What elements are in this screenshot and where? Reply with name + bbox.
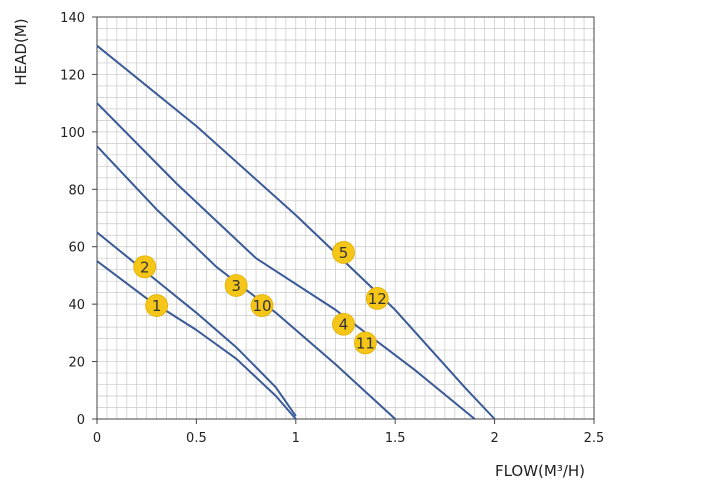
x-tick-label: 0	[93, 431, 101, 446]
x-tick-label: 2	[490, 431, 498, 446]
badge-circle	[133, 255, 157, 279]
badge-circle	[145, 294, 169, 317]
x-tick-label: 2.5	[584, 431, 605, 446]
badge-label: 10	[252, 297, 271, 315]
x-axis-label: FLOW(M³/H)	[495, 462, 585, 480]
curve-badge: 4	[332, 312, 355, 336]
badge-circle	[365, 286, 389, 310]
y-axis-ticks: 0 20 40 60 80 100 120 140	[60, 11, 97, 428]
y-tick-label: 60	[68, 241, 85, 256]
series-line	[96, 102, 476, 420]
curve-badge: 12	[365, 286, 389, 310]
badge-circle	[332, 241, 355, 264]
x-tick-label: 1	[292, 431, 300, 446]
x-axis-ticks: 0 0.5 1 1.5 2 2.5	[93, 419, 604, 446]
curve-badge: 1	[145, 294, 169, 317]
curve-badge: 3	[224, 274, 248, 297]
y-tick-label: 140	[60, 11, 85, 26]
badge-label: 4	[339, 316, 349, 334]
y-axis-label: HEAD(M)	[12, 18, 30, 85]
badge-label: 3	[231, 277, 241, 295]
badge-circle	[332, 312, 355, 336]
badge-label: 5	[339, 244, 349, 262]
curve-badge: 11	[353, 331, 377, 355]
y-tick-label: 40	[68, 298, 85, 313]
badge-circle	[224, 274, 248, 297]
curve-badge: 2	[133, 255, 157, 279]
badge-circle	[250, 294, 274, 317]
badge-circle	[353, 331, 377, 355]
x-tick-label: 0.5	[186, 431, 207, 446]
badge-label: 1	[152, 297, 162, 315]
badge-label: 2	[140, 258, 150, 276]
grid	[96, 16, 595, 420]
curve-badge: 5	[332, 241, 355, 264]
curve-badge: 10	[250, 294, 274, 317]
y-tick-label: 80	[68, 183, 85, 198]
y-tick-label: 0	[77, 413, 85, 428]
x-tick-label: 1.5	[385, 431, 406, 446]
y-tick-label: 20	[68, 356, 85, 371]
badge-label: 11	[356, 334, 375, 352]
series-line	[96, 260, 297, 420]
badge-label: 12	[368, 290, 387, 308]
y-tick-label: 120	[60, 68, 85, 83]
y-tick-label: 100	[60, 126, 85, 141]
plot-frame	[96, 16, 595, 420]
